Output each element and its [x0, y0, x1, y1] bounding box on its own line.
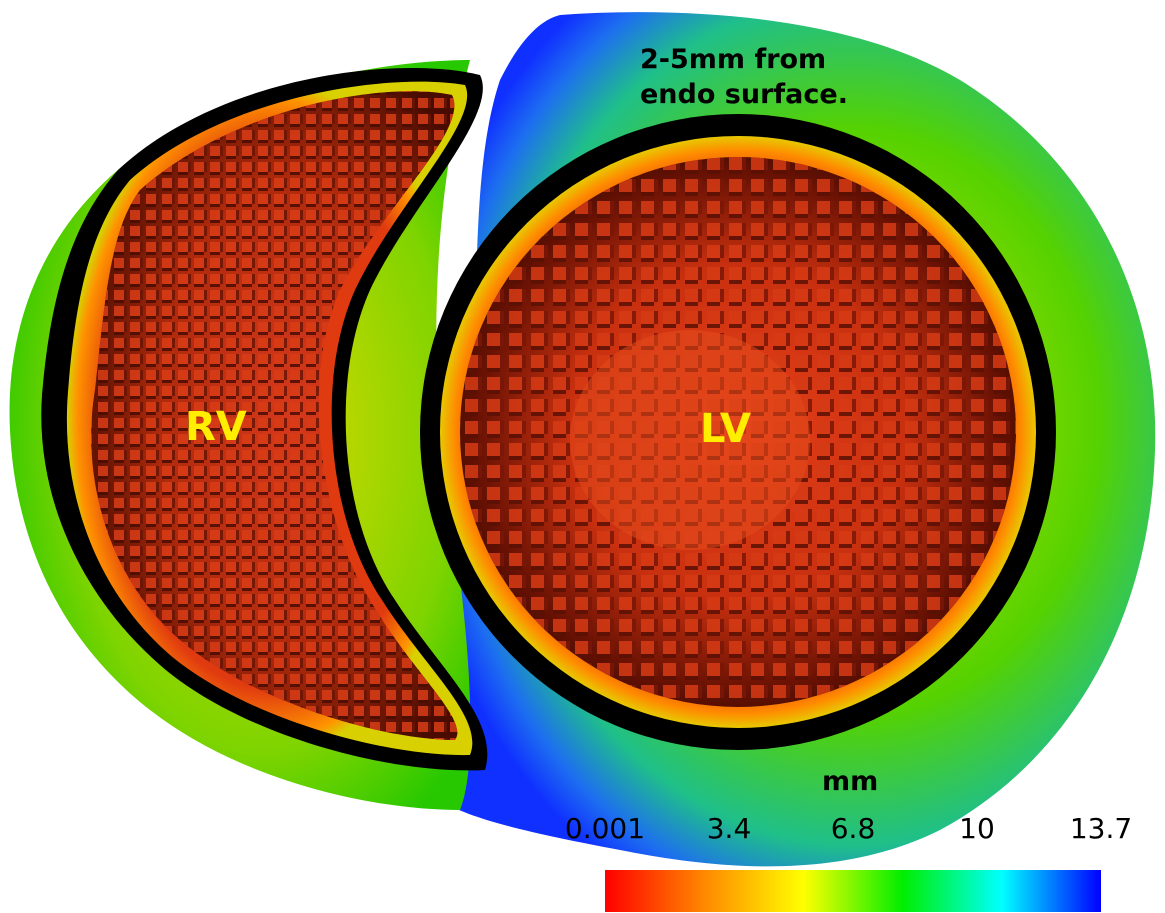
colorbar-ticks: 0.001 3.4 6.8 10 13.7 — [565, 812, 1132, 845]
rv-label: RV — [185, 404, 247, 450]
lv-label: LV — [700, 406, 751, 452]
colorbar-tick-label: 6.8 — [831, 812, 876, 845]
note-line-2: endo surface. — [640, 79, 848, 110]
colorbar-tick-label: 0.001 — [565, 812, 645, 845]
note-line-1: 2-5mm from — [640, 44, 826, 75]
colorbar-tick-label: 3.4 — [707, 812, 752, 845]
colorbar-tick-label: 10 — [959, 812, 995, 845]
colorbar-unit: mm — [822, 766, 878, 797]
colorbar-tick-label: 13.7 — [1070, 812, 1132, 845]
colorbar — [605, 870, 1101, 912]
